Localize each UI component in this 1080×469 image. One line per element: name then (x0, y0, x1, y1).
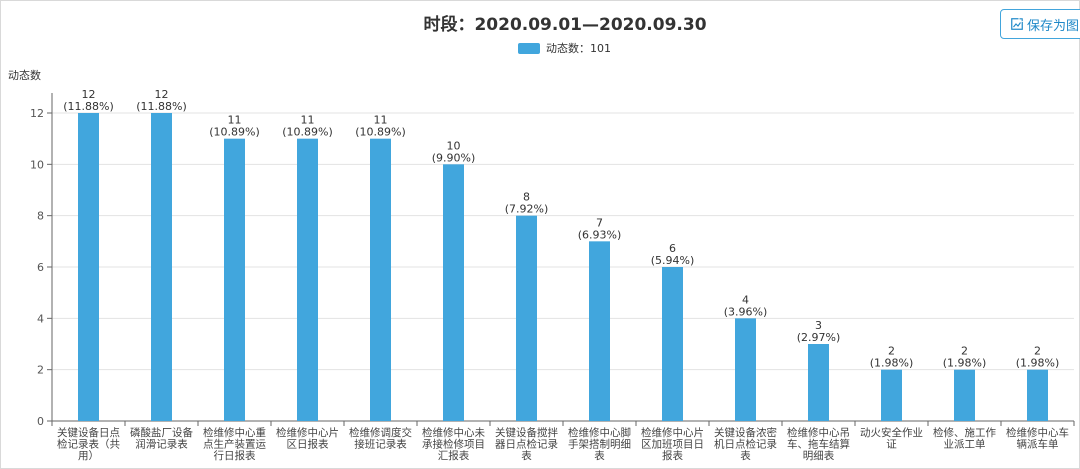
bar-percent-label: (2.97%) (797, 331, 841, 344)
x-category-label: 润滑记录表 (135, 438, 188, 451)
bar-percent-label: (1.98%) (870, 357, 914, 370)
x-category-label: 磷酸盐厂设备 (130, 426, 193, 439)
bar-value-label: 12 (155, 88, 169, 101)
bar-value-label: 2 (961, 345, 968, 358)
save-button-label: 保存为图 (1027, 18, 1080, 34)
bar-percent-label: (10.89%) (355, 126, 406, 139)
x-category-label: 证 (886, 439, 897, 451)
x-category-label: 关键设备日点 (57, 426, 120, 439)
bar (954, 369, 975, 421)
bar-value-label: 11 (374, 114, 388, 127)
x-category-label: 车、拖车结算 (787, 438, 850, 451)
x-category-label: 检维修中心吊 (787, 426, 850, 439)
bar (78, 113, 99, 421)
bar (297, 138, 318, 421)
y-tick-label: 4 (37, 312, 44, 325)
x-category-label: 检记录表（共 (57, 438, 120, 451)
save-image-icon (1011, 18, 1023, 30)
bar-percent-label: (10.89%) (282, 126, 333, 139)
bar (808, 344, 829, 421)
x-category-label: 检维修中心未 (422, 426, 485, 439)
bar (662, 267, 683, 421)
legend-label: 动态数：101 (546, 42, 611, 55)
bar (151, 113, 172, 421)
save-as-image-button[interactable]: 保存为图 (1000, 9, 1080, 39)
y-tick-label: 2 (37, 364, 44, 377)
bar (224, 138, 245, 421)
x-category-label: 关键设备浓密 (714, 426, 777, 439)
bar (370, 138, 391, 421)
y-tick-label: 10 (30, 158, 44, 171)
bar-value-label: 2 (1034, 345, 1041, 358)
bar (443, 164, 464, 422)
bar-percent-label: (3.96%) (724, 305, 768, 318)
x-category-label: 表 (740, 449, 751, 462)
x-category-label: 检维修调度交 (349, 426, 412, 439)
bar-percent-label: (7.92%) (505, 203, 549, 216)
y-tick-label: 0 (37, 415, 44, 428)
x-category-label: 表 (594, 449, 605, 462)
x-category-label: 明细表 (803, 449, 835, 462)
legend-swatch (518, 42, 540, 54)
bar-value-label: 12 (82, 88, 96, 101)
x-category-label: 检维修中心重 (203, 426, 266, 439)
bar-value-label: 10 (447, 139, 461, 152)
x-category-label: 用） (78, 450, 99, 462)
x-category-label: 表 (521, 449, 532, 462)
x-category-label: 手架搭制明细 (568, 438, 631, 451)
chart-title: 时段：2020.09.01—2020.09.30 (423, 15, 707, 35)
bar (735, 318, 756, 421)
bar-value-label: 11 (228, 114, 242, 127)
bar-value-label: 6 (669, 242, 676, 255)
x-category-label: 承接检修项目 (422, 438, 485, 451)
x-category-label: 点生产装置运 (203, 438, 266, 451)
x-category-label: 机日点检记录 (714, 438, 777, 451)
x-category-label: 检维修中心片 (276, 426, 339, 439)
y-tick-label: 12 (30, 107, 44, 120)
bar-percent-label: (11.88%) (136, 100, 187, 113)
bar-value-label: 8 (523, 191, 530, 204)
x-category-label: 业派工单 (944, 439, 986, 451)
bar-value-label: 4 (742, 293, 749, 306)
x-category-label: 器日点检记录 (495, 438, 558, 451)
x-category-label: 检维修中心车 (1006, 426, 1069, 439)
x-category-label: 报表 (662, 449, 683, 462)
bar-percent-label: (10.89%) (209, 126, 260, 139)
bar (589, 241, 610, 421)
x-category-label: 动火安全作业 (860, 426, 923, 439)
bar-value-label: 3 (815, 319, 822, 332)
x-category-label: 检维修中心片 (641, 426, 704, 439)
bar-value-label: 11 (301, 114, 315, 127)
x-category-label: 关键设备搅拌 (495, 426, 558, 439)
bar (516, 215, 537, 421)
bar-percent-label: (5.94%) (651, 254, 695, 267)
x-category-label: 检维修中心脚 (568, 426, 631, 439)
bar (881, 369, 902, 421)
legend[interactable]: 动态数：101 (518, 40, 611, 56)
bar-percent-label: (1.98%) (1016, 357, 1060, 370)
x-category-label: 区加班项目日 (641, 439, 704, 451)
x-category-label: 区日报表 (287, 438, 329, 451)
bar-percent-label: (9.90%) (432, 151, 476, 164)
y-axis-title: 动态数 (8, 69, 41, 82)
x-category-label: 接班记录表 (354, 438, 407, 451)
bar-value-label: 7 (596, 216, 603, 229)
bar-percent-label: (11.88%) (63, 100, 114, 113)
x-category-label: 行日报表 (214, 449, 256, 462)
y-tick-label: 6 (37, 261, 44, 274)
y-tick-label: 8 (37, 210, 44, 223)
bar-percent-label: (1.98%) (943, 357, 987, 370)
x-category-label: 辆派车单 (1017, 438, 1059, 451)
bar-value-label: 2 (888, 345, 895, 358)
bar-percent-label: (6.93%) (578, 228, 622, 241)
x-category-label: 检修、施工作 (933, 426, 996, 439)
x-category-label: 汇报表 (438, 449, 470, 462)
bar (1027, 369, 1048, 421)
